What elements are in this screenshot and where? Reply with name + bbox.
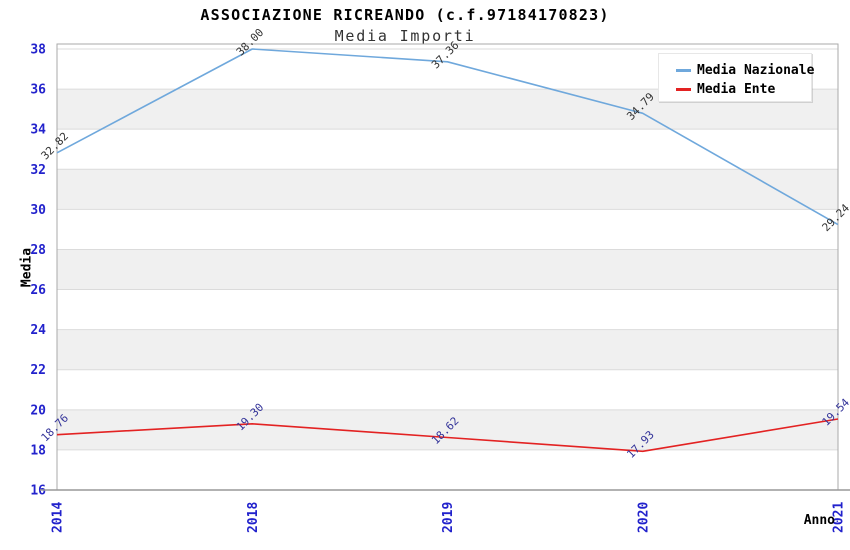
x-axis-title: Anno xyxy=(803,513,835,528)
plot-band xyxy=(57,409,838,450)
y-tick-label: 26 xyxy=(30,283,46,298)
x-tick-label: 2020 xyxy=(636,502,651,533)
x-tick-label: 2019 xyxy=(441,502,456,533)
y-tick-label: 38 xyxy=(30,43,46,58)
y-tick-label: 20 xyxy=(30,403,46,418)
y-tick-label: 18 xyxy=(30,443,46,458)
y-tick-label: 30 xyxy=(30,203,46,218)
legend-label: Media Ente xyxy=(697,82,776,97)
plot-band xyxy=(57,169,838,210)
chart-subtitle: Media Importi xyxy=(334,27,476,45)
y-tick-label: 36 xyxy=(30,83,46,98)
plot-band xyxy=(57,249,838,290)
y-tick-label: 16 xyxy=(30,484,46,499)
legend-item-media-nazionale: Media Nazionale xyxy=(676,61,815,80)
x-tick-label: 2021 xyxy=(832,502,847,533)
legend-swatch-red-line-icon xyxy=(676,88,691,91)
x-tick-label: 2014 xyxy=(51,502,66,533)
y-axis-title: Media xyxy=(19,247,35,288)
chart-title: ASSOCIAZIONE RICREANDO (c.f.97184170823) xyxy=(200,6,610,24)
y-tick-label: 22 xyxy=(30,363,46,378)
legend-item-media-ente: Media Ente xyxy=(676,80,811,99)
series-line-media-nazionale xyxy=(56,48,839,226)
legend-swatch-blue-line-icon xyxy=(676,69,691,72)
series-line-media-ente xyxy=(56,418,839,453)
y-tick-label: 32 xyxy=(30,163,46,178)
x-tick-label: 2018 xyxy=(246,502,261,533)
y-tick-label: 28 xyxy=(30,243,46,258)
legend-label: Media Nazionale xyxy=(697,63,815,78)
y-tick-label: 34 xyxy=(30,123,46,138)
plot-band xyxy=(57,329,838,370)
y-tick-label: 24 xyxy=(30,323,46,338)
legend: Media Nazionale Media Ente xyxy=(658,53,815,102)
